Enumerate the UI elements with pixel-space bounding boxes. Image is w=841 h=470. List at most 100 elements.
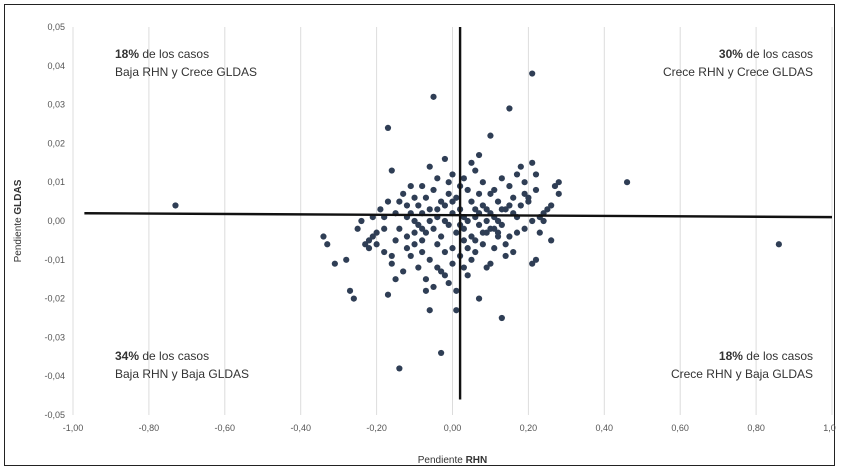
scatter-point: [365, 245, 373, 252]
scatter-point: [441, 155, 449, 163]
scatter-point: [430, 283, 437, 291]
scatter-point: [623, 179, 631, 186]
scatter-point: [438, 198, 445, 205]
scatter-point: [513, 171, 521, 178]
scatter-point: [384, 291, 392, 298]
x-tick-label: 1,00: [823, 423, 836, 433]
y-tick-label: -0,03: [44, 332, 65, 342]
scatter-point: [529, 159, 536, 166]
scatter-point: [441, 202, 449, 209]
scatter-point: [434, 241, 441, 248]
scatter-point: [506, 182, 513, 190]
scatter-point: [419, 237, 426, 244]
scatter-point: [438, 233, 445, 240]
scatter-point: [479, 179, 486, 186]
x-tick-label: 0,20: [520, 423, 538, 433]
scatter-point: [388, 167, 395, 174]
y-tick-label: 0,00: [47, 216, 65, 226]
x-tick-label: 0,60: [671, 423, 689, 433]
scatter-point: [434, 175, 441, 182]
scatter-point: [529, 70, 536, 77]
scatter-point: [491, 225, 498, 232]
scatter-point: [479, 202, 486, 209]
scatter-point: [445, 221, 452, 228]
scatter-point: [430, 186, 437, 194]
quadrant-divider-line: [84, 212, 833, 219]
annotation-percent: 34%: [115, 349, 139, 363]
annotation-suffix: de los casos: [139, 47, 209, 61]
y-tick-label: 0,03: [47, 100, 65, 110]
scatter-point: [529, 217, 536, 225]
scatter-point: [381, 248, 388, 256]
scatter-point: [400, 190, 407, 197]
scatter-point: [415, 202, 422, 209]
scatter-point: [422, 229, 430, 236]
scatter-point: [472, 237, 479, 244]
scatter-point: [358, 217, 365, 225]
scatter-point: [468, 256, 475, 263]
scatter-point: [438, 268, 445, 275]
scatter-point: [384, 124, 392, 131]
scatter-point: [529, 260, 536, 267]
divider-layer: [84, 27, 833, 400]
scatter-point: [384, 198, 392, 205]
scatter-point: [373, 229, 380, 236]
annotation-percent-line: 30% de los casos: [719, 47, 813, 61]
scatter-point: [506, 105, 513, 112]
scatter-point: [453, 307, 460, 314]
scatter-point: [422, 194, 430, 201]
scatter-point: [407, 182, 414, 190]
scatter-point: [475, 295, 483, 302]
scatter-point: [483, 264, 490, 271]
scatter-point: [548, 202, 555, 209]
scatter-point: [521, 190, 528, 197]
x-tick-label: -0,40: [290, 423, 311, 433]
scatter-point: [521, 225, 528, 232]
scatter-point: [460, 264, 467, 271]
scatter-point: [498, 206, 505, 213]
x-tick-label: -0,60: [215, 423, 236, 433]
scatter-point: [532, 171, 540, 178]
scatter-point: [369, 233, 376, 240]
y-tick-label: 0,04: [47, 61, 65, 71]
annotation-description: Baja RHN y Baja GLDAS: [115, 367, 249, 381]
annotation-percent-line: 18% de los casos: [719, 349, 813, 363]
scatter-point: [388, 260, 395, 267]
scatter-point: [396, 198, 403, 205]
scatter-point: [441, 272, 449, 279]
scatter-point: [396, 365, 403, 372]
scatter-point: [441, 217, 449, 225]
annotation-percent-line: 34% de los casos: [115, 349, 209, 363]
scatter-point: [540, 217, 547, 225]
scatter-point: [475, 190, 483, 197]
scatter-point: [441, 248, 449, 256]
scatter-point: [426, 163, 433, 170]
scatter-chart: -1,00 -0,80 -0,60 -0,40 -0,20 0,00 0,20 0,40 0,6…: [13, 22, 836, 466]
scatter-point: [449, 198, 456, 205]
scatter-point: [472, 248, 479, 256]
scatter-point: [331, 260, 338, 267]
scatter-point: [551, 182, 559, 190]
scatter-point: [426, 307, 433, 314]
scatter-point: [426, 206, 433, 213]
scatter-point: [449, 245, 456, 252]
scatter-point: [544, 206, 551, 213]
scatter-point: [396, 225, 403, 232]
scatter-point: [403, 245, 411, 252]
scatter-point: [381, 225, 388, 232]
scatter-point: [377, 206, 384, 213]
scatter-point: [426, 217, 433, 225]
scatter-point: [343, 256, 350, 263]
scatter-point: [483, 229, 490, 236]
scatter-point: [475, 221, 483, 228]
tick-layer: -1,00 -0,80 -0,60 -0,40 -0,20 0,00 0,20 0,40 0,6…: [44, 22, 836, 433]
scatter-point: [460, 237, 467, 244]
scatter-point: [422, 287, 430, 294]
grid-layer: [72, 27, 833, 415]
y-tick-label: 0,02: [47, 138, 65, 148]
annotation-description: Crece RHN y Crece GLDAS: [663, 65, 813, 79]
scatter-point: [422, 276, 430, 283]
scatter-point: [324, 241, 331, 248]
annotation-percent-line: 18% de los casos: [115, 47, 209, 61]
scatter-point: [415, 221, 422, 228]
